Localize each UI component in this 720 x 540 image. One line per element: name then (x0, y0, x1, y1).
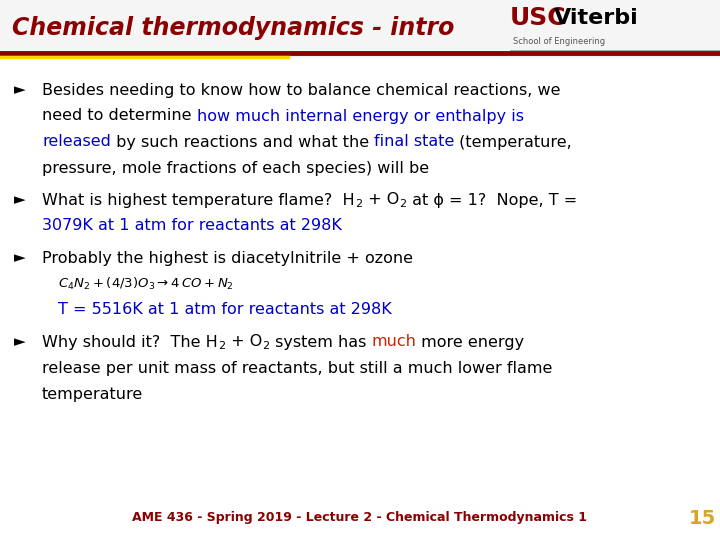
Text: 15: 15 (688, 509, 716, 528)
Text: T = 5516K at 1 atm for reactants at 298K: T = 5516K at 1 atm for reactants at 298K (58, 302, 392, 318)
Text: system has: system has (270, 334, 372, 349)
Text: 2: 2 (355, 199, 361, 209)
Text: final state: final state (374, 134, 454, 150)
Bar (0, 0, 720, 58)
Text: + O: + O (226, 334, 262, 349)
Text: by such reactions and what the: by such reactions and what the (111, 134, 374, 150)
Text: School of Engineering: School of Engineering (513, 37, 605, 46)
Text: pressure, mole fractions of each species) will be: pressure, mole fractions of each species… (42, 160, 429, 176)
Text: AME 436 - Spring 2019 - Lecture 2 - Chemical Thermodynamics 1: AME 436 - Spring 2019 - Lecture 2 - Chem… (132, 511, 588, 524)
Text: need to determine: need to determine (42, 109, 197, 124)
Text: how much internal energy or enthalpy is: how much internal energy or enthalpy is (197, 109, 523, 124)
Text: ►: ► (14, 334, 26, 349)
Text: ►: ► (14, 251, 26, 266)
Text: $\it{C_4N_2 + (4/3)O_3 \rightarrow 4\,CO + N_2}$: $\it{C_4N_2 + (4/3)O_3 \rightarrow 4\,CO… (58, 276, 234, 292)
Text: 2: 2 (399, 199, 406, 209)
Text: + O: + O (363, 192, 399, 207)
Text: temperature: temperature (42, 387, 143, 402)
Text: Probably the highest is diacetylnitrile + ozone: Probably the highest is diacetylnitrile … (42, 251, 413, 266)
Text: at ϕ = 1?  Nope, T =: at ϕ = 1? Nope, T = (407, 192, 577, 207)
Text: much: much (372, 334, 416, 349)
Text: Chemical thermodynamics - intro: Chemical thermodynamics - intro (12, 16, 454, 40)
Text: 2: 2 (262, 341, 269, 351)
Text: Besides needing to know how to balance chemical reactions, we: Besides needing to know how to balance c… (42, 83, 560, 98)
Text: release per unit mass of reactants, but still a much lower flame: release per unit mass of reactants, but … (42, 361, 552, 375)
Text: 2: 2 (217, 341, 225, 351)
Text: released: released (42, 134, 111, 150)
Text: Viterbi: Viterbi (554, 8, 639, 28)
Text: (temperature,: (temperature, (454, 134, 572, 150)
Text: ►: ► (14, 83, 26, 98)
Text: What is highest temperature flame?  H: What is highest temperature flame? H (42, 192, 355, 207)
Text: USC: USC (510, 6, 567, 30)
Text: ►: ► (14, 192, 26, 207)
Text: more energy: more energy (416, 334, 524, 349)
Text: Why should it?  The H: Why should it? The H (42, 334, 217, 349)
Text: 3079K at 1 atm for reactants at 298K: 3079K at 1 atm for reactants at 298K (42, 219, 342, 233)
